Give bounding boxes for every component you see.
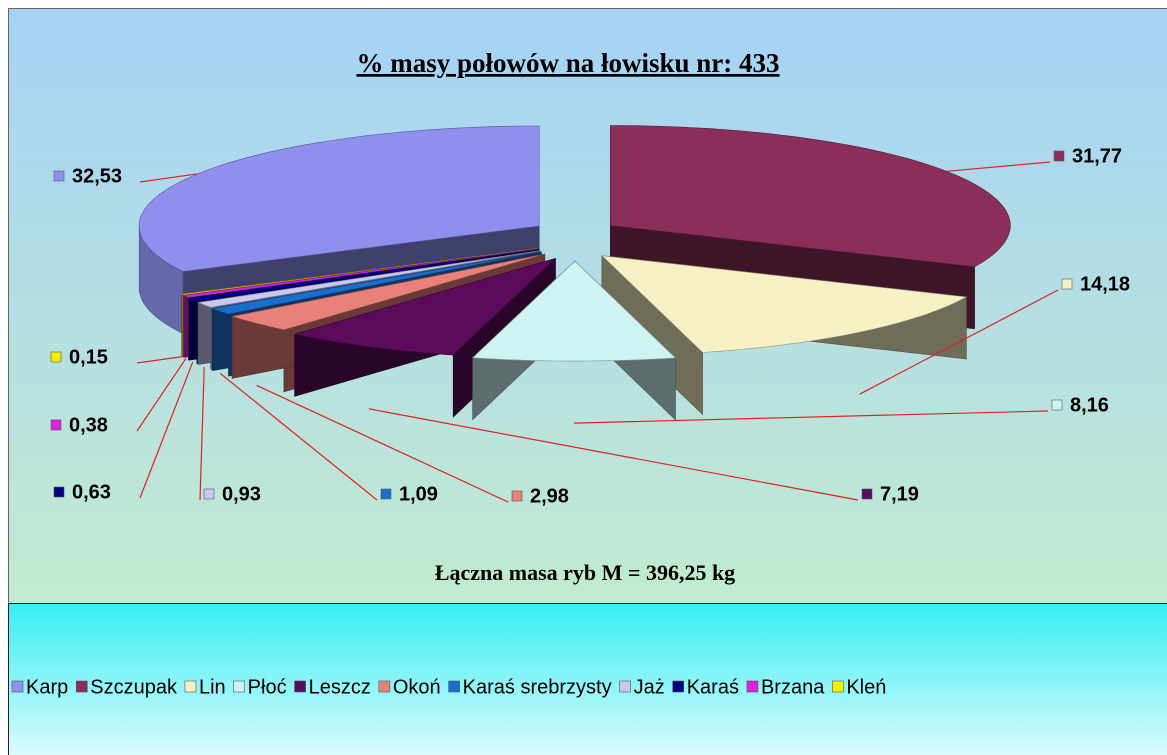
legend-label: Karp (26, 676, 68, 698)
label-key (511, 490, 523, 502)
label-key (1051, 399, 1063, 411)
value-label: 1,09 (399, 483, 438, 505)
legend: Karp Szczupak Lin Płoć Leszcz Okoń Karaś srebr… (11, 676, 886, 698)
slice-top (211, 251, 542, 315)
leader-line (139, 361, 194, 499)
legend-key (832, 680, 844, 693)
slice-top (196, 250, 540, 308)
value-label: 32,53 (72, 165, 122, 187)
chart-subtitle: Łączna masa ryb M = 396,25 kg (435, 560, 735, 585)
slice (601, 254, 968, 416)
label-key (53, 486, 65, 498)
legend-key (11, 680, 24, 693)
slice (471, 260, 677, 421)
leader-line (139, 173, 198, 183)
label-key (861, 488, 873, 500)
legend-label: Płoć (248, 676, 287, 698)
label-key (50, 351, 62, 363)
slice-top (187, 249, 539, 302)
legend-key (448, 680, 460, 693)
leader-line (136, 356, 183, 364)
value-label: 0,93 (222, 483, 261, 505)
slice-top (182, 248, 539, 298)
slice-top (180, 248, 538, 296)
legend-key (75, 680, 88, 693)
label-key (1061, 278, 1073, 290)
legend-label: Brzana (761, 676, 825, 698)
value-label: 2,98 (530, 485, 569, 507)
legend-key (233, 680, 245, 693)
label-key (53, 170, 65, 182)
chart-title: % masy połowów na łowisku nr: 433 (356, 48, 779, 78)
label-key (50, 419, 62, 431)
leader-line (219, 372, 378, 501)
pie (138, 125, 1011, 421)
value-label: 8,16 (1070, 394, 1109, 416)
value-labels: 32,53 31,77 14,18 8,16 7,19 2,98 1,09 0,93 0,63 0… (50, 145, 1130, 507)
value-label: 0,63 (72, 481, 111, 503)
slice-top (138, 125, 540, 272)
leader-line (946, 161, 1051, 172)
leader-line (136, 358, 187, 432)
legend-label: Leszcz (309, 676, 371, 698)
legend-key (294, 680, 306, 693)
legend-key (746, 680, 759, 693)
legend-box (8, 603, 1167, 755)
leader-line (199, 366, 205, 501)
slice-top (471, 260, 677, 362)
legend-label: Lin (199, 676, 226, 698)
label-key (380, 488, 392, 500)
legend-key (672, 680, 685, 693)
value-label: 14,18 (1080, 273, 1130, 295)
legend-label: Kleń (846, 676, 886, 698)
slice-top (231, 253, 545, 331)
label-key (1053, 150, 1065, 162)
slice-top (294, 258, 556, 356)
legend-key (619, 680, 631, 693)
value-label: 0,38 (69, 414, 108, 436)
value-label: 31,77 (1072, 145, 1122, 167)
leader-line (859, 289, 1059, 395)
label-key (203, 488, 215, 500)
value-label: 0,15 (69, 346, 108, 368)
value-label: 7,19 (880, 483, 919, 505)
legend-key (184, 680, 197, 693)
slice-top (601, 255, 968, 353)
legend-label: Karaś (687, 676, 739, 698)
leader-line (368, 408, 859, 501)
leader-line (256, 384, 509, 503)
legend-label: Szczupak (90, 676, 178, 698)
leader-line (573, 410, 1049, 424)
legend-key (378, 680, 391, 693)
legend-label: Karaś srebrzysty (463, 676, 612, 698)
legend-label: Jaż (634, 676, 665, 698)
legend-label: Okoń (393, 676, 441, 698)
